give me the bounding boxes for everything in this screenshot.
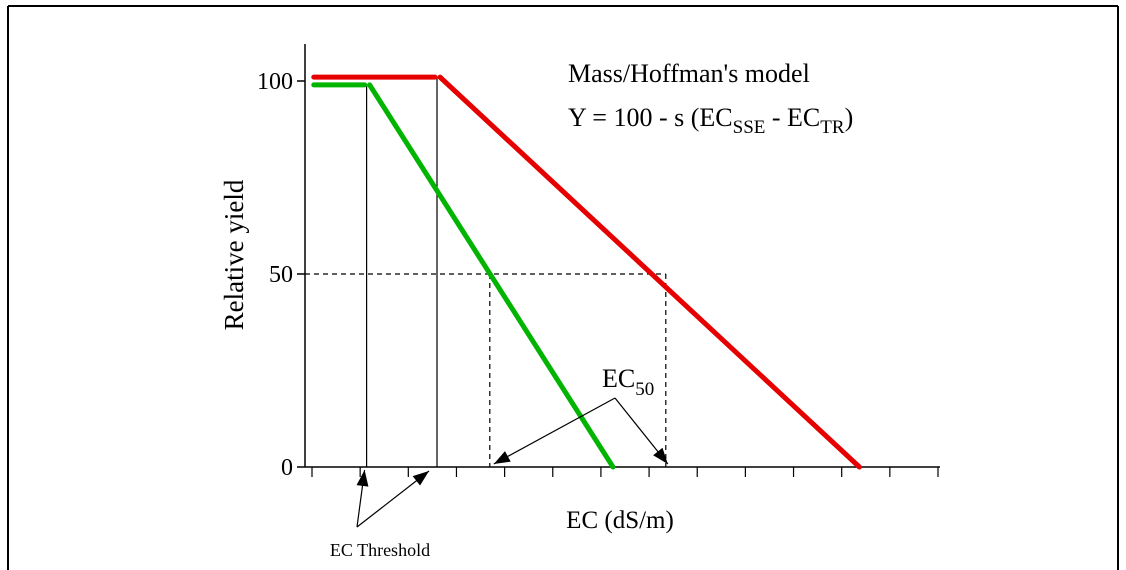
ec50-label: EC50	[602, 364, 654, 400]
ec50-label-main: EC	[602, 364, 635, 393]
x-axis-label: EC (dS/m)	[566, 507, 674, 534]
y-axis-label: Relative yield	[219, 179, 249, 330]
ec-threshold-label: EC Threshold	[330, 540, 430, 560]
y-tick-label: 0	[281, 455, 293, 481]
guide-lines	[305, 77, 667, 467]
threshold-arrow-red-head	[412, 471, 429, 486]
y-tick-label: 100	[257, 69, 293, 95]
y-tick-label: 50	[269, 262, 293, 288]
equation-sub-sse: SSE	[733, 117, 766, 138]
ec50-arrow-red-head	[653, 447, 668, 464]
x-ticks	[311, 467, 939, 477]
equation-mid: - EC	[765, 103, 820, 132]
threshold-arrow-green-head	[356, 470, 369, 487]
y-ticks: 0 50 100	[257, 69, 305, 481]
equation-prefix: Y = 100 - s (EC	[568, 103, 733, 132]
equation-suffix: )	[845, 103, 854, 132]
annotation-arrows	[356, 397, 669, 528]
series-0-decline	[367, 82, 616, 470]
series-group	[311, 74, 862, 470]
ec50-label-sub: 50	[635, 379, 654, 400]
ec50-arrow-green-shaft	[493, 397, 616, 465]
series-1-decline	[437, 74, 862, 470]
ec50-arrow-green-head	[493, 451, 511, 464]
model-title: Mass/Hoffman's model	[568, 59, 810, 88]
equation-sub-tr: TR	[820, 117, 845, 138]
model-equation: Y = 100 - s (ECSSE - ECTR)	[568, 103, 853, 138]
